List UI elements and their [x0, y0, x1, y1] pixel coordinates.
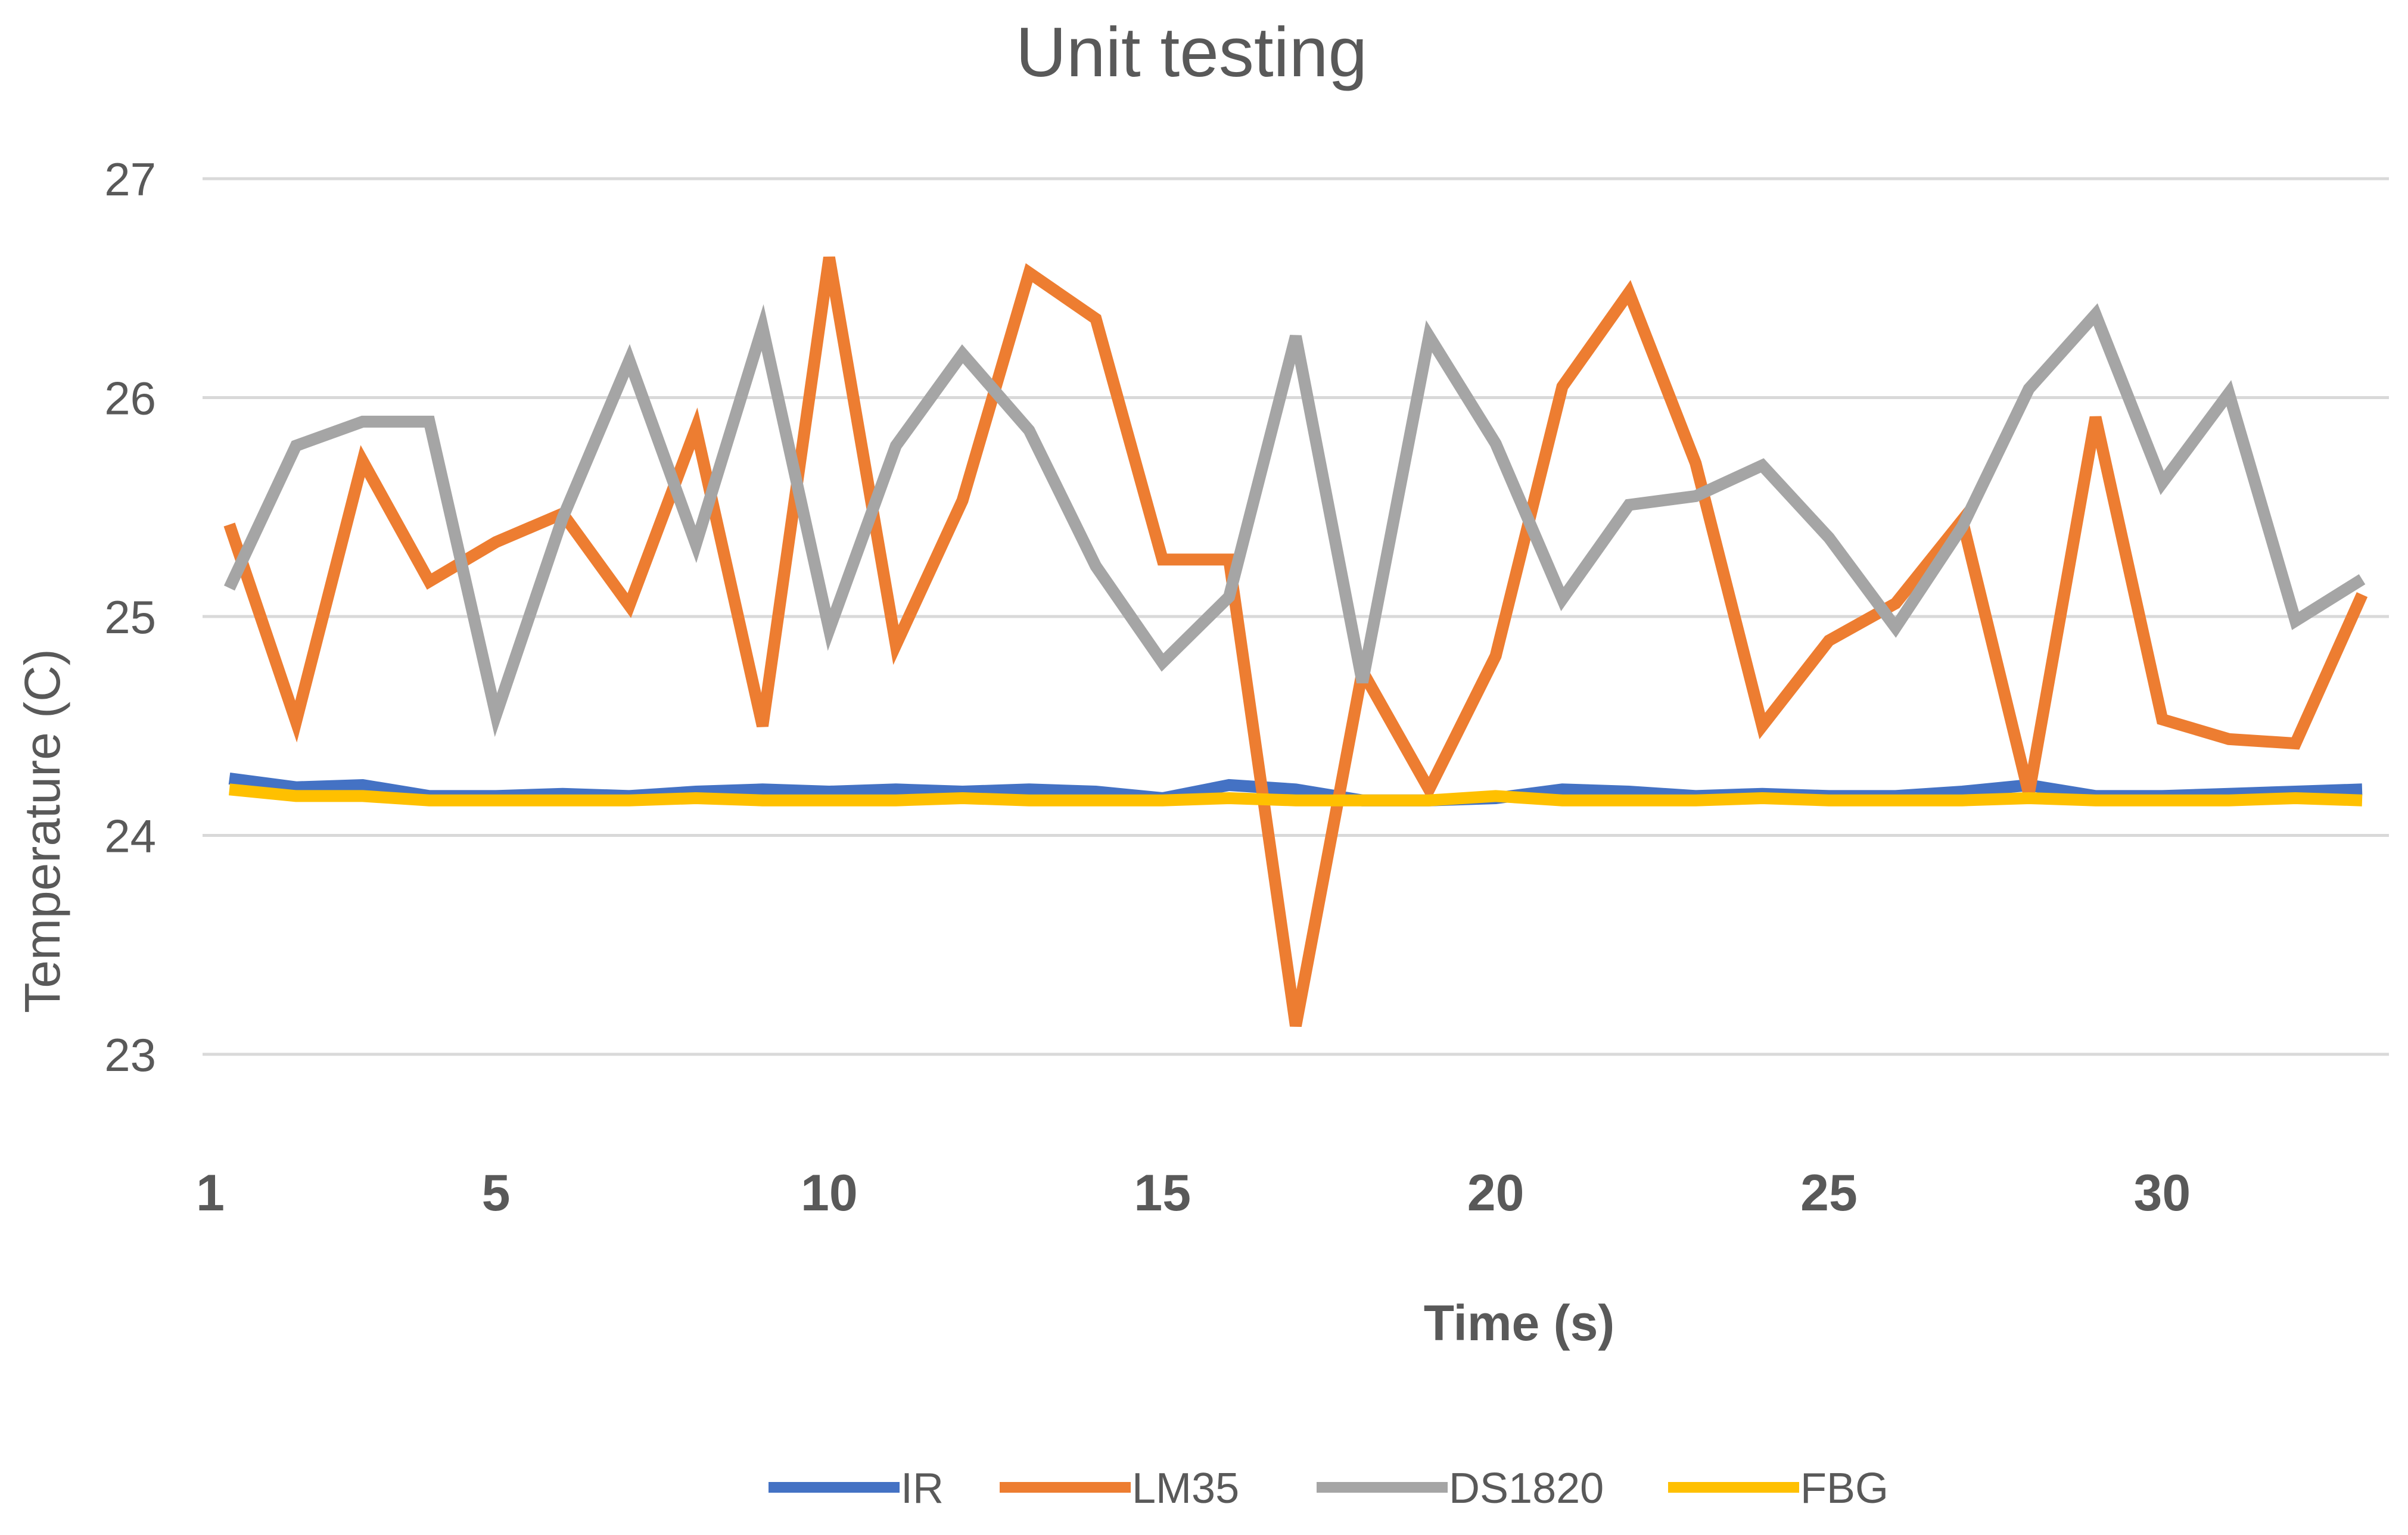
x-tick-label: 25: [1800, 1165, 1858, 1222]
legend-label: LM35: [1132, 1465, 1239, 1512]
y-tick-label: 26: [104, 372, 156, 425]
series-line-ds1820: [223, 303, 2366, 737]
legend-label: IR: [901, 1465, 944, 1512]
legend-item-ir: IR: [769, 1465, 944, 1512]
x-axis-title: Time (s): [1424, 1295, 1615, 1351]
x-tick-label: 20: [1467, 1165, 1525, 1222]
y-axis-tick-labels: 23 24 25 26 27: [104, 153, 156, 1081]
x-tick-label: 5: [482, 1165, 511, 1222]
x-tick-label: 15: [1134, 1165, 1191, 1222]
series-line-fbg: [229, 783, 2363, 807]
legend-item-fbg: FBG: [1668, 1465, 1889, 1512]
y-tick-label: 27: [104, 153, 156, 206]
y-tick-label: 24: [104, 810, 156, 863]
series-lines: [223, 256, 2368, 1028]
x-tick-label: 1: [196, 1165, 225, 1222]
x-tick-label: 30: [2134, 1165, 2191, 1222]
x-axis-tick-labels: 1 5 10 15 20 25 30: [196, 1165, 2191, 1222]
series-line-lm35: [223, 256, 2368, 1028]
legend: IR LM35 DS1820 FBG: [769, 1465, 1889, 1512]
y-tick-label: 25: [104, 591, 156, 643]
y-axis-title: Temperature (C): [14, 649, 70, 1013]
legend-item-ds1820: DS1820: [1317, 1465, 1604, 1512]
chart-title: Unit testing: [1016, 13, 1367, 92]
legend-label: FBG: [1800, 1465, 1889, 1512]
x-tick-label: 10: [801, 1165, 858, 1222]
legend-item-lm35: LM35: [1000, 1465, 1239, 1512]
legend-label: DS1820: [1449, 1465, 1604, 1512]
y-tick-label: 23: [104, 1029, 156, 1081]
